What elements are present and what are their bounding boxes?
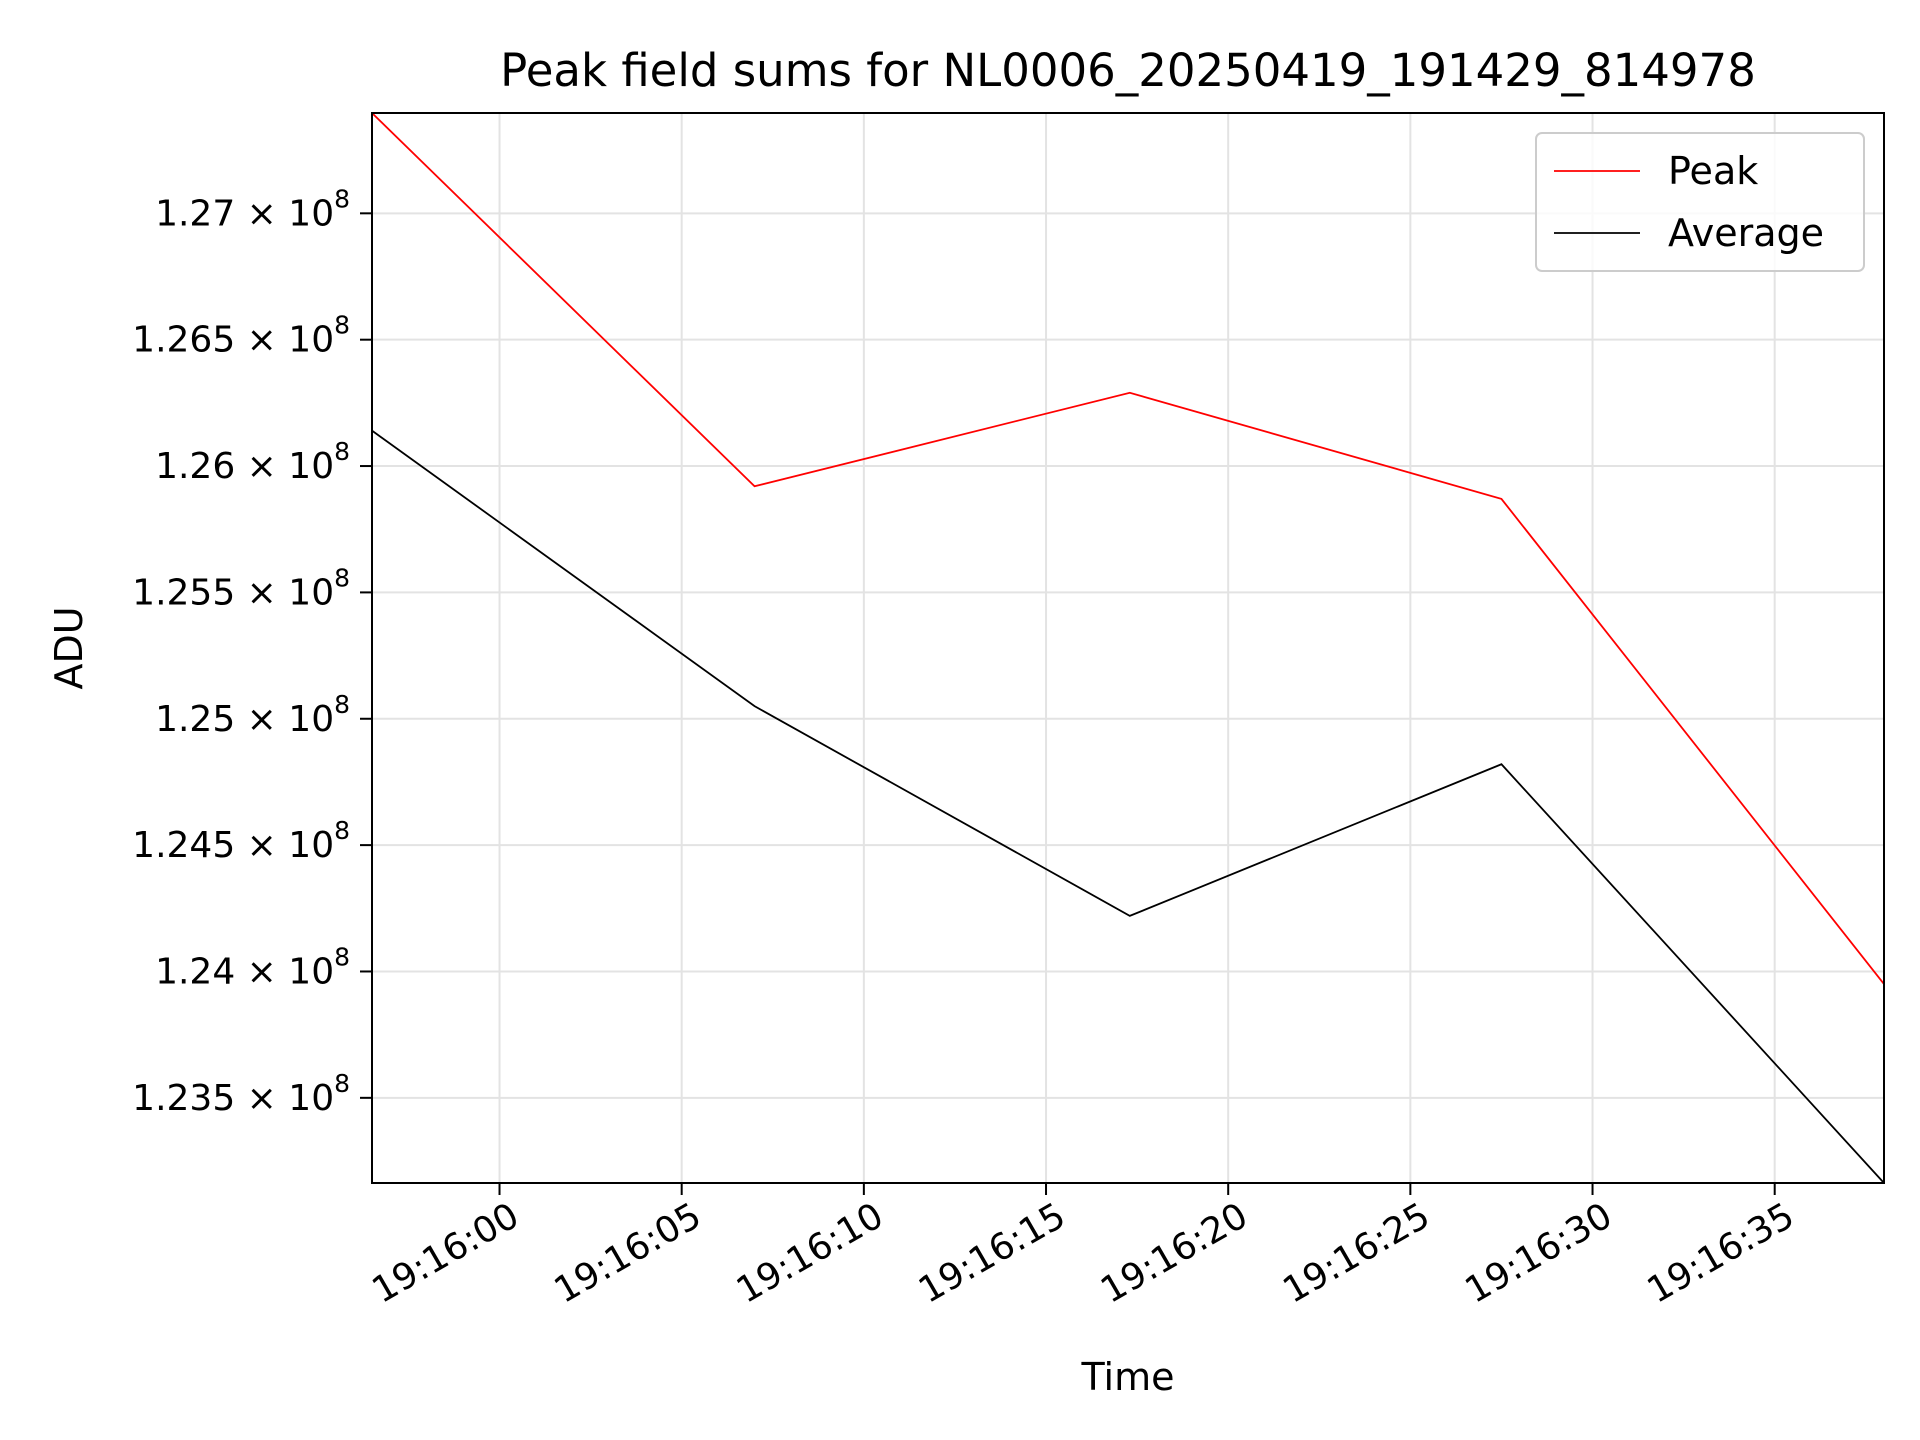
y-tick-label: 1.26 × 108 bbox=[155, 437, 350, 487]
legend-box bbox=[1535, 132, 1865, 272]
y-tick-exponent: 8 bbox=[334, 816, 350, 845]
y-tick-label: 1.265 × 108 bbox=[132, 311, 350, 361]
y-tick-label: 1.24 × 108 bbox=[155, 942, 350, 992]
y-tick-mantissa: 1.24 × 10 bbox=[155, 951, 334, 992]
y-tick-exponent: 8 bbox=[334, 184, 350, 213]
y-tick-label: 1.255 × 108 bbox=[132, 563, 350, 613]
x-axis-label: Time bbox=[1081, 1355, 1175, 1399]
y-tick-label: 1.235 × 108 bbox=[132, 1069, 350, 1119]
y-tick-exponent: 8 bbox=[334, 311, 350, 340]
y-tick-label: 1.25 × 108 bbox=[155, 690, 350, 740]
y-tick-mantissa: 1.265 × 10 bbox=[132, 320, 334, 361]
legend-label-average: Average bbox=[1668, 211, 1824, 255]
y-tick-mantissa: 1.26 × 10 bbox=[155, 446, 334, 487]
y-tick-exponent: 8 bbox=[334, 563, 350, 592]
y-tick-exponent: 8 bbox=[334, 1069, 350, 1098]
y-tick-label: 1.27 × 108 bbox=[155, 184, 350, 234]
plot-frame bbox=[371, 112, 1885, 1184]
y-tick-mantissa: 1.245 × 10 bbox=[132, 825, 334, 866]
legend: Peak Average bbox=[1535, 132, 1865, 272]
y-tick-mantissa: 1.25 × 10 bbox=[155, 699, 334, 740]
y-tick-mantissa: 1.235 × 10 bbox=[132, 1078, 334, 1119]
y-tick-mantissa: 1.255 × 10 bbox=[132, 572, 334, 613]
y-tick-exponent: 8 bbox=[334, 690, 350, 719]
chart-title: Peak field sums for NL0006_20250419_1914… bbox=[500, 44, 1756, 97]
y-tick-exponent: 8 bbox=[334, 942, 350, 971]
y-tick-label: 1.245 × 108 bbox=[132, 816, 350, 866]
grid-layer bbox=[372, 113, 1884, 1183]
y-tick-exponent: 8 bbox=[334, 437, 350, 466]
y-axis-label: ADU bbox=[47, 606, 91, 689]
legend-label-peak: Peak bbox=[1668, 149, 1758, 193]
y-tick-mantissa: 1.27 × 10 bbox=[155, 193, 334, 234]
